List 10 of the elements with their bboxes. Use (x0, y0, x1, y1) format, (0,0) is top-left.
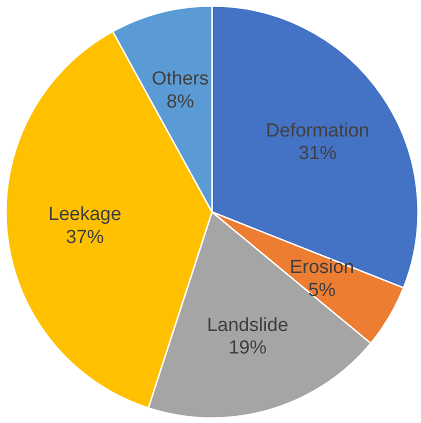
slice-label: Deformation (266, 120, 370, 142)
data-label: 8% (166, 91, 194, 112)
slice-label: Erosion (290, 257, 354, 278)
data-label: 5% (308, 280, 336, 302)
slice-label: Others (152, 68, 209, 90)
data-label: 19% (228, 338, 267, 359)
data-label: 37% (66, 227, 104, 248)
slice-label: Landslide (206, 314, 288, 336)
slice-label: Leekage (48, 204, 122, 226)
data-label: 31% (298, 143, 337, 164)
